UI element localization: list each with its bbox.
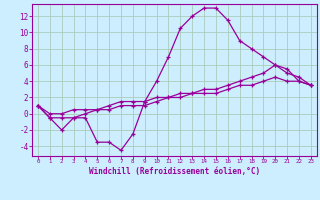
X-axis label: Windchill (Refroidissement éolien,°C): Windchill (Refroidissement éolien,°C) <box>89 167 260 176</box>
